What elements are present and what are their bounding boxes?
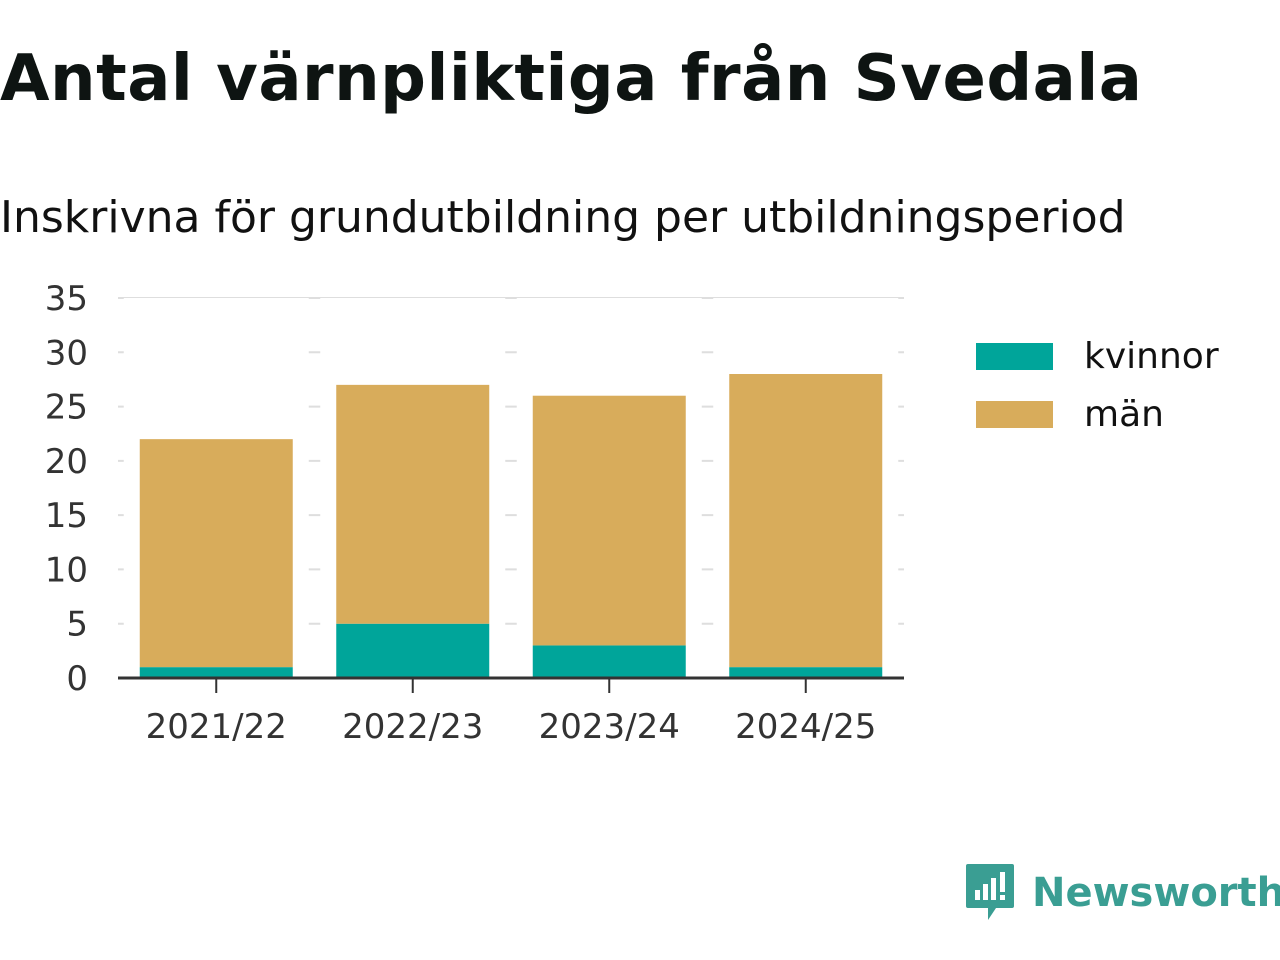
legend-item-man: män: [976, 393, 1219, 435]
legend-swatch-kvinnor: [976, 342, 1053, 370]
y-tick-label-15: 15: [45, 496, 88, 536]
bar-kvinnor-1: [336, 623, 490, 678]
x-tick-label-2: 2023/24: [539, 707, 680, 747]
y-tick-label-20: 20: [45, 442, 88, 482]
bar-kvinnor-2: [532, 645, 686, 678]
y-tick-label-0: 0: [66, 659, 88, 699]
chart-title: Antal värnpliktiga från Svedala: [0, 42, 1143, 116]
y-tick-label-10: 10: [45, 550, 88, 590]
legend-swatch-man: [976, 400, 1053, 428]
bar-män-2: [532, 395, 686, 646]
x-tick-label-0: 2021/22: [146, 707, 287, 747]
y-tick-label-25: 25: [45, 388, 88, 428]
x-tick-label-3: 2024/25: [735, 707, 876, 747]
chart-subtitle: Inskrivna för grundutbildning per utbild…: [0, 192, 1126, 243]
legend-label-kvinnor: kvinnor: [1084, 335, 1219, 377]
brand-name: Newsworthy: [1032, 870, 1280, 916]
legend-item-kvinnor: kvinnor: [976, 335, 1219, 377]
legend: kvinnor män: [976, 336, 1219, 452]
y-tick-label-35: 35: [45, 279, 88, 319]
bar-kvinnor-3: [729, 667, 883, 678]
bar-män-3: [729, 374, 883, 668]
legend-label-man: män: [1084, 393, 1164, 435]
bar-män-1: [336, 384, 490, 624]
brand: Newsworthy: [964, 862, 1280, 924]
y-tick-label-30: 30: [45, 333, 88, 373]
y-tick-label-5: 5: [66, 605, 88, 645]
x-tick-label-1: 2022/23: [342, 707, 483, 747]
bar-män-0: [139, 439, 293, 668]
newsworthy-chart-bubble-icon: [966, 864, 1014, 920]
bar-kvinnor-0: [139, 667, 293, 678]
